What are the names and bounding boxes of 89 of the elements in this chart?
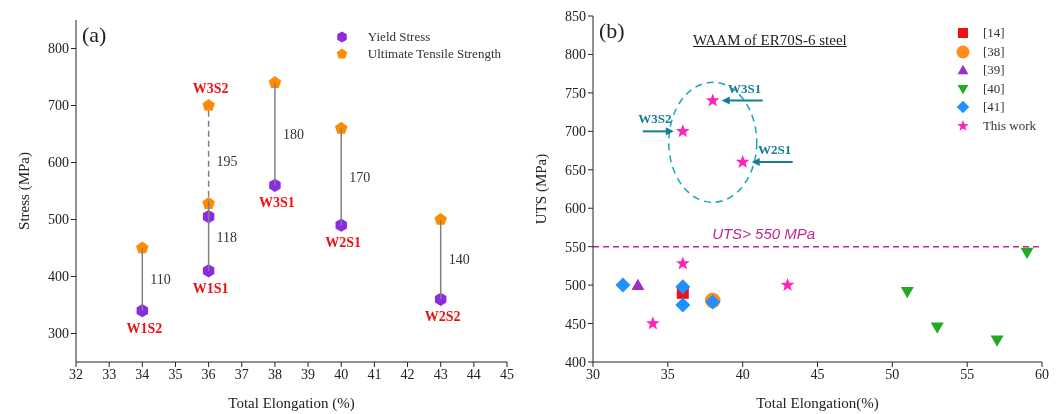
point bbox=[202, 264, 215, 278]
legend-label: [38] bbox=[982, 42, 1005, 61]
legend-label: Ultimate Tensile Strength bbox=[367, 45, 501, 62]
annotation: W3S1 bbox=[259, 195, 295, 211]
legend-label: [40] bbox=[982, 79, 1005, 98]
legend-label: Yield Stress bbox=[367, 28, 431, 45]
point bbox=[990, 335, 1004, 347]
x-tick-label: 33 bbox=[102, 366, 117, 382]
annotation: 110 bbox=[150, 272, 171, 288]
point bbox=[705, 93, 720, 107]
point bbox=[1020, 247, 1034, 260]
y-tick-label: 700 bbox=[48, 98, 69, 114]
legend-label: This work bbox=[982, 116, 1036, 135]
point bbox=[675, 124, 690, 138]
point bbox=[434, 292, 447, 306]
x-tick-label: 42 bbox=[400, 366, 415, 382]
ref-line-label: UTS> 550 MPa bbox=[712, 224, 816, 242]
point bbox=[900, 287, 914, 299]
y-axis-title: Stress (MPa) bbox=[16, 152, 34, 230]
x-tick-label: 34 bbox=[135, 366, 150, 382]
y-tick-label: 300 bbox=[48, 326, 69, 342]
point bbox=[202, 196, 215, 209]
annotation: W3S1 bbox=[728, 80, 762, 96]
y-tick-label: 800 bbox=[48, 41, 69, 57]
y-tick-label: 550 bbox=[565, 239, 586, 255]
x-tick-label: 43 bbox=[433, 366, 448, 382]
x-tick-label: 50 bbox=[885, 366, 900, 382]
annotation: W3S2 bbox=[192, 80, 229, 96]
text: WAAM of ER70S-6 steel bbox=[693, 32, 847, 49]
point bbox=[631, 278, 645, 291]
annotation: W2S2 bbox=[424, 309, 461, 325]
x-axis-title: Total Elongation(%) bbox=[756, 395, 879, 412]
point bbox=[646, 316, 660, 330]
point bbox=[136, 241, 149, 254]
x-tick-label: 37 bbox=[234, 366, 249, 382]
y-tick-label: 600 bbox=[48, 155, 69, 171]
x-tick-label: 41 bbox=[367, 366, 382, 382]
x-tick-label: 44 bbox=[466, 366, 481, 382]
annotation: W3S2 bbox=[638, 111, 672, 127]
legend-label: [39] bbox=[982, 61, 1005, 79]
annotation: (b) bbox=[599, 18, 625, 44]
x-tick-label: 30 bbox=[586, 366, 600, 382]
annotation: 118 bbox=[216, 230, 238, 246]
point bbox=[780, 277, 795, 291]
annotation: 195 bbox=[216, 154, 238, 170]
x-tick-label: 40 bbox=[334, 366, 349, 382]
y-tick-label: 800 bbox=[565, 47, 586, 63]
point bbox=[675, 256, 690, 270]
x-tick-label: 60 bbox=[1035, 366, 1049, 382]
x-tick-label: 55 bbox=[960, 366, 975, 382]
y-tick-label: 700 bbox=[565, 124, 586, 140]
annotation: 140 bbox=[448, 252, 470, 268]
annotation: (a) bbox=[82, 22, 107, 48]
y-tick-label: 650 bbox=[565, 162, 586, 178]
annotation: W1S2 bbox=[126, 320, 163, 336]
point bbox=[675, 279, 691, 295]
point bbox=[202, 98, 215, 111]
point bbox=[615, 277, 631, 293]
point bbox=[675, 297, 691, 313]
annotation: W1S1 bbox=[192, 280, 229, 296]
y-tick-label: 400 bbox=[565, 354, 586, 370]
annotation: 170 bbox=[349, 169, 371, 185]
point bbox=[930, 322, 944, 334]
y-tick-label: 500 bbox=[565, 278, 586, 294]
x-tick-label: 32 bbox=[69, 366, 83, 382]
x-tick-label: 35 bbox=[660, 366, 675, 382]
y-tick-label: 400 bbox=[48, 269, 69, 285]
y-tick-label: 500 bbox=[48, 212, 69, 228]
x-tick-label: 45 bbox=[500, 366, 514, 382]
x-tick-label: 38 bbox=[267, 366, 282, 382]
x-tick-label: 45 bbox=[810, 366, 825, 382]
x-axis-title: Total Elongation (%) bbox=[228, 395, 355, 412]
y-tick-label: 850 bbox=[565, 8, 586, 24]
legend-label: [41] bbox=[982, 98, 1005, 116]
annotation: 180 bbox=[282, 127, 304, 142]
point bbox=[735, 154, 750, 168]
point bbox=[136, 304, 149, 318]
y-axis-title: UTS (MPa) bbox=[533, 153, 551, 225]
x-tick-label: 39 bbox=[301, 366, 316, 382]
y-tick-label: 600 bbox=[565, 201, 586, 217]
point bbox=[434, 212, 447, 225]
x-tick-label: 40 bbox=[735, 366, 750, 382]
x-tick-label: 36 bbox=[201, 366, 216, 382]
annotation: W2S1 bbox=[758, 142, 792, 158]
y-tick-label: 750 bbox=[565, 85, 586, 101]
y-tick-label: 450 bbox=[565, 316, 586, 332]
legend-label: [14] bbox=[982, 24, 1005, 42]
annotation: W2S1 bbox=[325, 235, 362, 251]
x-tick-label: 35 bbox=[168, 366, 183, 382]
